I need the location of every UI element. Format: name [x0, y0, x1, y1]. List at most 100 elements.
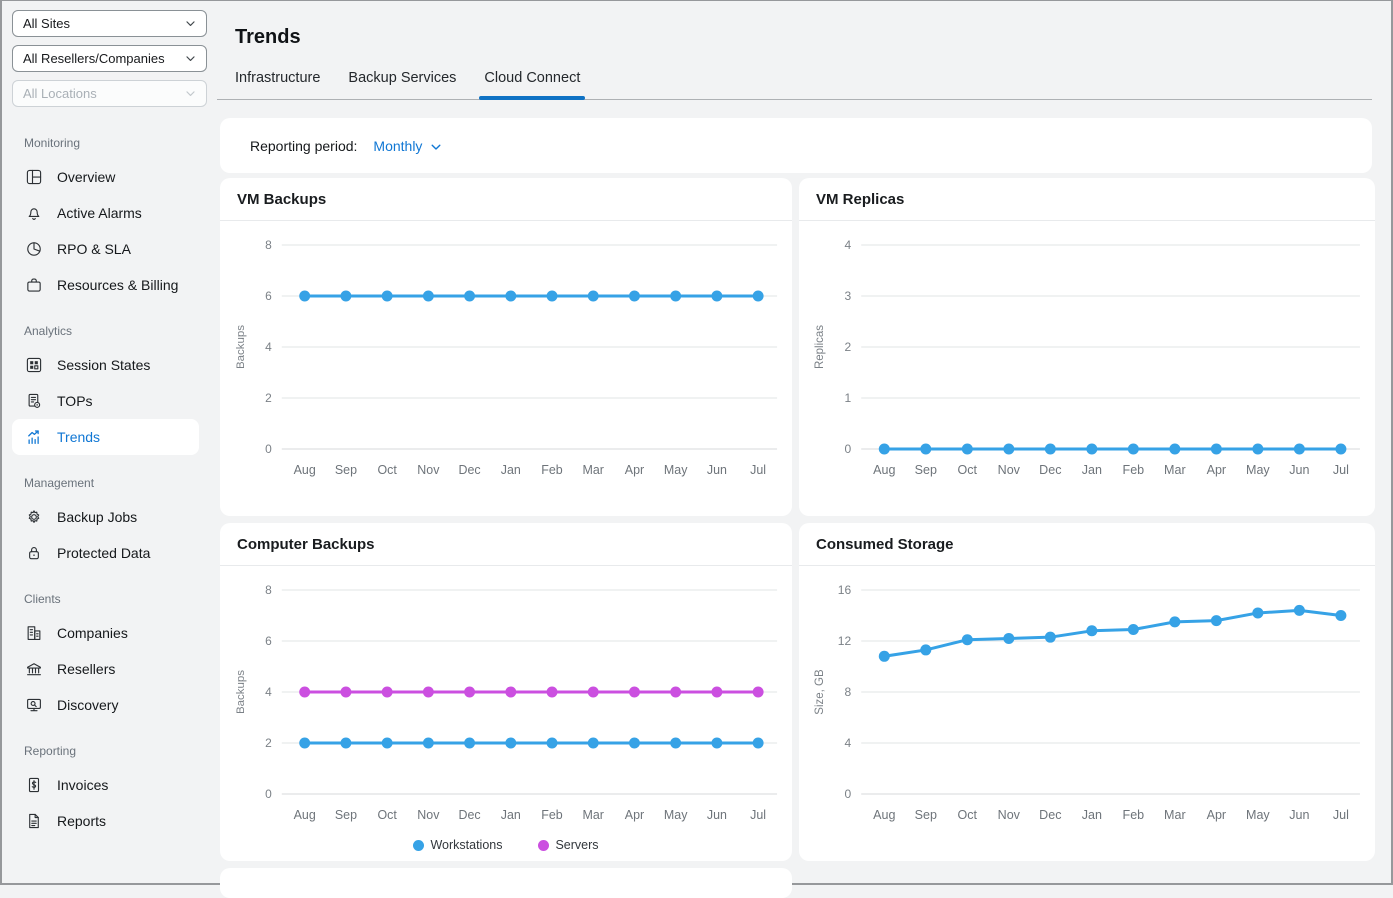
tab-bar: Infrastructure Backup Services Cloud Con… [217, 70, 1372, 100]
chevron-down-icon [184, 52, 197, 65]
svg-text:Jun: Jun [707, 808, 727, 822]
reporting-period-label: Reporting period: [250, 137, 358, 154]
svg-text:Mar: Mar [583, 808, 604, 822]
sites-filter-dropdown[interactable]: All Sites [12, 10, 207, 37]
monitor-search-icon [25, 696, 44, 714]
svg-text:Apr: Apr [625, 463, 644, 477]
sidebar-item-label: TOPs [57, 393, 93, 409]
grid-icon [25, 356, 44, 374]
vm-replicas-chart: 0 1 2 3 4 Aug Sep Oct Nov Dec Jan Feb Mar Apr May Jun Ju… [814, 238, 1360, 477]
sidebar-item-discovery[interactable]: Discovery [12, 687, 199, 723]
chart-card-vm-backups: VM Backups 0 2 4 6 8 Aug Sep Oct Nov Dec Jan Feb Mar… [220, 178, 792, 516]
svg-text:Nov: Nov [417, 463, 440, 477]
svg-text:Feb: Feb [1123, 808, 1145, 822]
sidebar-item-session-states[interactable]: Session States [12, 347, 199, 383]
sidebar-item-overview[interactable]: Overview [12, 159, 199, 195]
main-content: Trends Infrastructure Backup Services Cl… [209, 1, 1391, 898]
sidebar-item-reports[interactable]: Reports [12, 803, 199, 839]
svg-text:Jun: Jun [1289, 808, 1309, 822]
overview-icon [25, 168, 44, 186]
svg-text:Dec: Dec [1039, 808, 1061, 822]
lock-icon [25, 544, 44, 562]
chart-legend: Workstations Servers [220, 838, 792, 852]
svg-text:4: 4 [844, 736, 851, 750]
sidebar-item-rpo-sla[interactable]: RPO & SLA [12, 231, 199, 267]
svg-text:Mar: Mar [1164, 463, 1186, 477]
invoice-icon [25, 776, 44, 794]
svg-text:8: 8 [265, 238, 272, 252]
reporting-period-dropdown[interactable]: Monthly [373, 138, 443, 154]
sidebar-item-label: Invoices [57, 777, 109, 793]
tops-document-icon [25, 392, 44, 410]
sidebar-item-trends[interactable]: Trends [12, 419, 199, 455]
sidebar-item-resellers[interactable]: Resellers [12, 651, 199, 687]
svg-text:Feb: Feb [1123, 463, 1145, 477]
svg-text:Jul: Jul [1333, 808, 1349, 822]
svg-text:Backups: Backups [235, 670, 247, 714]
svg-text:Aug: Aug [873, 808, 895, 822]
sidebar-item-label: Discovery [57, 697, 119, 713]
chart-card-computer-backups: Computer Backups 0 2 4 6 8 Aug Sep Oct Nov Dec Jan… [220, 523, 792, 861]
sidebar-item-label: Companies [57, 625, 128, 641]
chart-card-consumed-storage: Consumed Storage 0 4 8 12 16 Aug Sep Oct Nov Dec J… [799, 523, 1375, 861]
sites-filter-value: All Sites [23, 16, 70, 31]
svg-text:8: 8 [265, 583, 272, 597]
sidebar-item-label: Resellers [57, 661, 116, 677]
sidebar-section-reporting: Reporting [24, 744, 77, 758]
tab-cloud-connect[interactable]: Cloud Connect [479, 70, 586, 100]
chevron-down-icon [429, 140, 443, 154]
svg-text:0: 0 [844, 442, 851, 456]
sidebar-item-invoices[interactable]: Invoices [12, 767, 199, 803]
sidebar-item-label: Trends [57, 429, 101, 445]
legend-item: Workstations [413, 838, 502, 852]
svg-text:Aug: Aug [873, 463, 895, 477]
svg-text:0: 0 [265, 442, 272, 456]
svg-text:Sep: Sep [335, 808, 357, 822]
svg-text:3: 3 [844, 289, 851, 303]
sidebar-item-label: Protected Data [57, 545, 151, 561]
chevron-down-icon [184, 87, 197, 100]
svg-text:Dec: Dec [459, 808, 481, 822]
sidebar-item-backup-jobs[interactable]: Backup Jobs [12, 499, 199, 535]
svg-text:16: 16 [838, 583, 852, 597]
page-title: Trends [235, 26, 301, 48]
svg-text:0: 0 [844, 787, 851, 801]
svg-text:Nov: Nov [998, 463, 1021, 477]
tab-infrastructure[interactable]: Infrastructure [235, 70, 321, 86]
svg-text:Jan: Jan [501, 808, 521, 822]
sidebar-item-resources-billing[interactable]: Resources & Billing [12, 267, 199, 303]
chart-title: Consumed Storage [799, 523, 1375, 566]
sidebar-section-monitoring: Monitoring [24, 136, 81, 150]
svg-text:8: 8 [844, 685, 851, 699]
sidebar-section-clients: Clients [24, 592, 61, 606]
pie-chart-icon [25, 240, 44, 258]
content-area: Reporting period: Monthly VM Backups 0 2 4… [209, 100, 1391, 898]
sidebar-item-protected-data[interactable]: Protected Data [12, 535, 199, 571]
charts-grid: VM Backups 0 2 4 6 8 Aug Sep Oct Nov Dec Jan Feb Mar… [220, 178, 1375, 898]
sidebar: All Sites All Resellers/Companies All Lo… [2, 1, 209, 883]
chart-title: VM Replicas [799, 178, 1375, 221]
svg-text:Apr: Apr [1207, 808, 1227, 822]
svg-text:1: 1 [844, 391, 851, 405]
sidebar-item-companies[interactable]: Companies [12, 615, 199, 651]
briefcase-icon [25, 276, 44, 294]
sidebar-item-label: Resources & Billing [57, 277, 179, 293]
svg-text:0: 0 [265, 787, 272, 801]
sidebar-item-label: RPO & SLA [57, 241, 131, 257]
reporting-period-toolbar: Reporting period: Monthly [220, 118, 1372, 173]
building-icon [25, 624, 44, 642]
svg-text:Sep: Sep [335, 463, 357, 477]
resellers-filter-dropdown[interactable]: All Resellers/Companies [12, 45, 207, 72]
sidebar-item-active-alarms[interactable]: Active Alarms [12, 195, 199, 231]
svg-text:Apr: Apr [1207, 463, 1227, 477]
vm-backups-chart: 0 2 4 6 8 Aug Sep Oct Nov Dec Jan Feb Mar Apr May Jun Ju… [235, 238, 778, 477]
sidebar-item-label: Session States [57, 357, 151, 373]
chart-title: Computer Backups [220, 523, 792, 566]
svg-text:Mar: Mar [1164, 808, 1186, 822]
svg-text:May: May [664, 463, 688, 477]
svg-text:Aug: Aug [294, 808, 316, 822]
tab-backup-services[interactable]: Backup Services [348, 70, 457, 86]
sidebar-item-tops[interactable]: TOPs [12, 383, 199, 419]
locations-filter-value: All Locations [23, 86, 97, 101]
